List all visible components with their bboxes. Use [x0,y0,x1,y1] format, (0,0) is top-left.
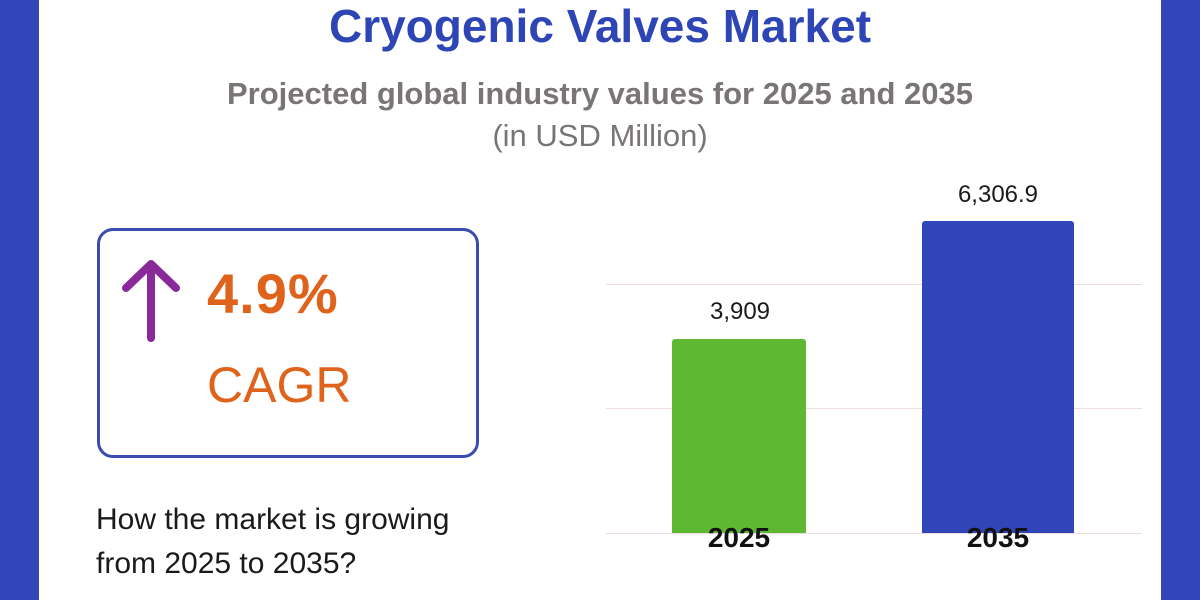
gridline [606,408,1142,409]
bar-2035 [922,221,1074,533]
x-tick-2025: 2025 [707,522,771,553]
bar-value-label-2035: 6,306.9 [957,181,1039,208]
chart-title: Cryogenic Valves Market [328,0,872,52]
x-axis-baseline [606,533,1142,534]
unit-label: (in USD Million) [492,118,708,153]
arrow-up-icon [122,260,180,342]
cagr-value: 4.9% [207,262,339,325]
cagr-label: CAGR [207,357,352,413]
cagr-card [97,228,479,458]
left-frame-border [0,0,39,600]
x-tick-2035: 2035 [966,522,1030,553]
growth-question: How the market is growing from 2025 to 2… [96,503,450,580]
bar-value-label-2025: 3,909 [709,298,771,325]
right-frame-border [1161,0,1200,600]
chart-subtitle: Projected global industry values for 202… [227,76,973,111]
bar-2025 [672,339,806,533]
gridline [606,284,1142,285]
